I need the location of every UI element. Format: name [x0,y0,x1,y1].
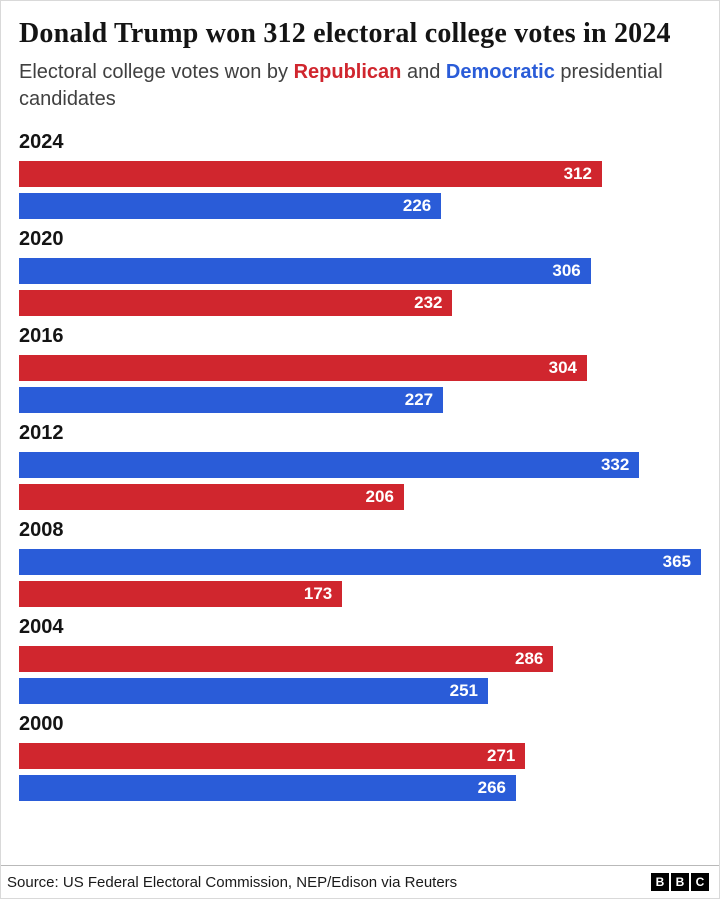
democratic-bar: 266 [19,774,517,801]
democratic-bar: 332 [19,451,640,478]
year-label: 2008 [19,518,64,541]
bbc-logo-block-b2: B [671,873,689,891]
bar-value-label: 332 [600,454,630,474]
democratic-legend-label: Democratic [445,61,555,84]
year-label: 2024 [19,130,64,153]
republican-legend-label: Republican [293,61,402,84]
bar-value-label: 232 [414,292,443,312]
bar-value-label: 206 [365,486,394,506]
subtitle-prefix: Electoral college votes won by [19,61,294,84]
bar-value-label: 226 [402,195,432,215]
bar-value-label: 286 [515,648,544,668]
republican-bar: 304 [19,354,588,381]
republican-bar: 173 [19,580,343,607]
year-label: 2000 [19,712,64,735]
democratic-bar: 365 [19,548,701,575]
democratic-bar: 306 [19,257,591,284]
bar-value-label: 173 [303,583,333,603]
republican-bar: 312 [19,160,602,187]
democratic-bar: 251 [19,677,488,704]
bbc-logo-block-b1: B [651,873,669,891]
bar-chart: 2024 312 226 2020 306 232 2016 304 227 2012 332 206… [19,130,701,801]
bar-value-label: 271 [486,745,516,765]
subtitle-and: and [401,61,446,84]
republican-bar: 206 [19,483,404,510]
year-label: 2004 [19,615,64,638]
footer: Source: US Federal Electoral Commission,… [1,865,719,898]
republican-bar: 271 [19,742,526,769]
year-group: 2000 271 266 [19,712,701,801]
year-group: 2004 286 251 [19,615,701,704]
bar-value-label: 304 [548,357,578,377]
bar-value-label: 306 [552,260,581,280]
source-text: Source: US Federal Electoral Commission,… [7,873,458,891]
bar-value-label: 227 [404,389,434,409]
chart-subtitle: Electoral college votes won by Republica… [19,59,679,112]
republican-bar: 286 [19,645,554,672]
year-label: 2012 [19,421,64,444]
democratic-bar: 226 [19,192,442,219]
chart-title: Donald Trump won 312 electoral college v… [19,18,671,49]
bar-value-label: 365 [662,551,691,571]
bbc-logo-block-c: C [691,873,709,891]
bar-value-label: 251 [449,680,478,700]
year-group: 2020 306 232 [19,227,701,316]
bar-value-label: 312 [563,163,592,183]
republican-bar: 232 [19,289,453,316]
subtitle-suffix: presidential candidates [19,61,663,110]
democratic-bar: 227 [19,386,444,413]
bbc-logo: B B C [651,873,709,891]
year-label: 2020 [19,227,64,250]
year-group: 2016 304 227 [19,324,701,413]
year-group: 2024 312 226 [19,130,701,219]
year-group: 2008 365 173 [19,518,701,607]
year-label: 2016 [19,324,64,347]
year-group: 2012 332 206 [19,421,701,510]
bar-value-label: 266 [477,777,507,797]
